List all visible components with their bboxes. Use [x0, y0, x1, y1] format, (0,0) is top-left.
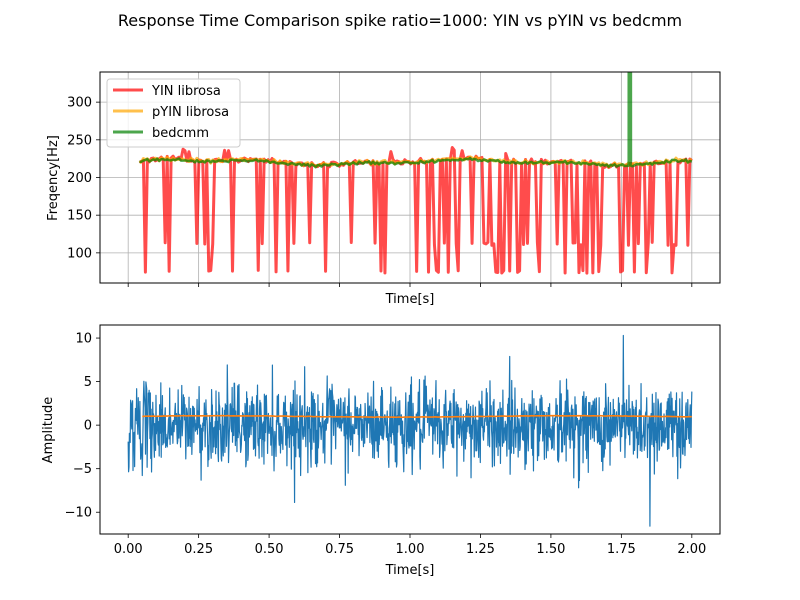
legend: YIN librosa pYIN librosa bedcmm: [106, 78, 241, 148]
frequency-panel: 100 150 200 250 300 Time[s] Freqency[Hz] YIN…: [46, 71, 721, 307]
y-tick-label: 300: [67, 96, 92, 111]
y-tick-label: 200: [67, 171, 92, 186]
y-tick-label: 250: [67, 133, 92, 148]
legend-label-bedcmm: bedcmm: [152, 126, 209, 141]
x-tick-label: 0.75: [325, 542, 354, 557]
y-tick-label: 0: [84, 419, 92, 434]
amplitude-xlabel: Time[s]: [385, 563, 435, 578]
amplitude-lines: [127, 334, 693, 527]
figure-title: Response Time Comparison spike ratio=100…: [118, 11, 682, 30]
y-tick-label: 10: [75, 332, 92, 347]
amplitude-ylabel: Amplitude: [41, 397, 56, 464]
amplitude-panel: 0.00 0.25 0.50 0.75 1.00 1.25 1.50 1.75 2.00 −10 −…: [41, 324, 721, 578]
legend-label-pyin: pYIN librosa: [152, 105, 229, 120]
series-bedcmm: [139, 72, 693, 169]
x-tick-label: 0.50: [255, 542, 284, 557]
x-tick-label: 1.50: [536, 542, 565, 557]
x-tick-label: 1.00: [396, 542, 425, 557]
x-tick-label: 0.00: [114, 542, 143, 557]
series-waveform: [127, 334, 693, 527]
y-tick-label: 100: [67, 246, 92, 261]
legend-label-yin: YIN librosa: [151, 84, 221, 99]
x-tick-label: 2.00: [677, 542, 706, 557]
series-yin-librosa: [139, 146, 693, 275]
y-tick-label: 150: [67, 209, 92, 224]
series-envelope: [142, 414, 692, 419]
x-tick-label: 0.25: [184, 542, 213, 557]
y-tick-label: −10: [65, 506, 92, 521]
frequency-ylabel: Freqency[Hz]: [46, 135, 61, 221]
y-tick-label: 5: [84, 375, 92, 390]
frequency-xlabel: Time[s]: [385, 292, 435, 307]
amplitude-ticks: 0.00 0.25 0.50 0.75 1.00 1.25 1.50 1.75 2.00 −10 −…: [65, 332, 707, 557]
frequency-ticks: 100 150 200 250 300: [67, 96, 693, 287]
legend-box: [106, 78, 241, 148]
x-tick-label: 1.75: [607, 542, 636, 557]
frequency-lines: [138, 72, 693, 275]
y-tick-label: −5: [73, 462, 92, 477]
x-tick-label: 1.25: [466, 542, 495, 557]
